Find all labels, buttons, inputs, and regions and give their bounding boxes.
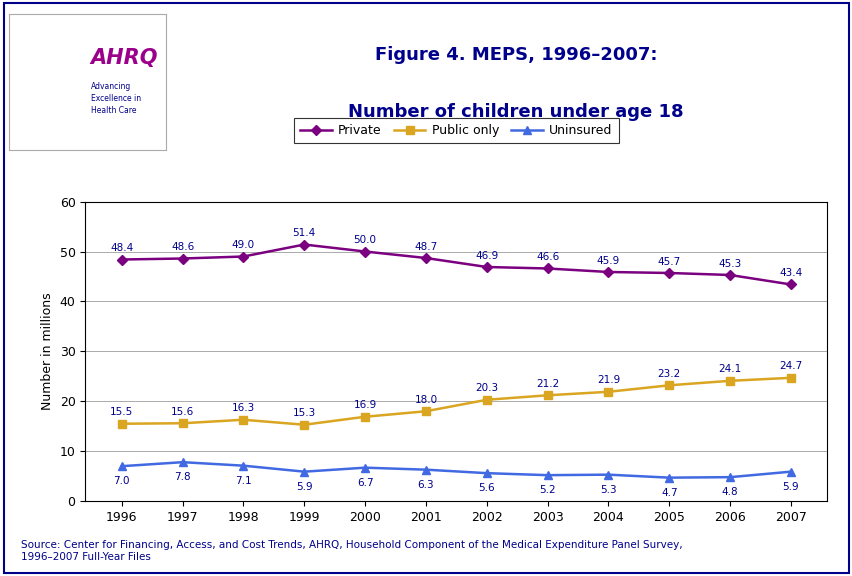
Text: 45.7: 45.7 [657,257,680,267]
Text: 6.7: 6.7 [356,478,373,488]
Text: Number of children under age 18: Number of children under age 18 [348,103,683,121]
Text: 48.6: 48.6 [170,242,194,252]
Text: Advancing
Excellence in
Health Care: Advancing Excellence in Health Care [90,82,141,115]
Text: 48.4: 48.4 [110,243,133,253]
Text: 5.9: 5.9 [781,482,798,492]
Y-axis label: Number in millions: Number in millions [41,293,54,410]
Text: 24.1: 24.1 [717,365,741,374]
Text: 4.8: 4.8 [721,487,738,497]
Text: 51.4: 51.4 [292,228,315,238]
Legend: Private, Public only, Uninsured: Private, Public only, Uninsured [294,118,618,143]
Text: 7.1: 7.1 [235,476,251,486]
Text: 15.5: 15.5 [110,407,133,418]
Text: 4.7: 4.7 [660,488,676,498]
Text: 46.6: 46.6 [535,252,559,262]
Text: 21.2: 21.2 [535,379,559,389]
Text: 15.3: 15.3 [292,408,315,418]
Text: 5.9: 5.9 [296,482,312,492]
Text: 20.3: 20.3 [475,384,498,393]
Text: 49.0: 49.0 [232,240,255,250]
Text: AHRQ: AHRQ [90,48,158,68]
Text: 43.4: 43.4 [779,268,802,278]
Text: Source: Center for Financing, Access, and Cost Trends, AHRQ, Household Component: Source: Center for Financing, Access, an… [21,540,682,562]
Text: 23.2: 23.2 [657,369,680,379]
Text: 46.9: 46.9 [475,251,498,261]
Text: 16.3: 16.3 [232,403,255,414]
Text: 45.9: 45.9 [596,256,619,266]
Text: 50.0: 50.0 [354,235,377,245]
Text: 16.9: 16.9 [353,400,377,411]
Text: 24.7: 24.7 [779,362,802,372]
Text: 21.9: 21.9 [596,376,619,385]
Text: 5.2: 5.2 [538,485,556,495]
Text: 5.6: 5.6 [478,483,494,493]
Text: 6.3: 6.3 [417,480,434,490]
Text: 15.6: 15.6 [170,407,194,417]
Text: 7.0: 7.0 [113,476,130,486]
Text: 5.3: 5.3 [600,485,616,495]
Text: 45.3: 45.3 [717,259,741,268]
Text: 7.8: 7.8 [174,472,191,482]
Text: 18.0: 18.0 [414,395,437,405]
Text: Figure 4. MEPS, 1996–2007:: Figure 4. MEPS, 1996–2007: [374,46,657,64]
Text: 48.7: 48.7 [414,242,437,252]
